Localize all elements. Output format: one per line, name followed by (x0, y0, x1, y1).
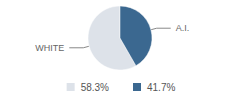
svg-text:41.7%: 41.7% (147, 82, 175, 93)
svg-text:58.3%: 58.3% (81, 82, 109, 93)
svg-text:WHITE: WHITE (35, 43, 64, 53)
svg-text:A.I.: A.I. (176, 23, 190, 33)
